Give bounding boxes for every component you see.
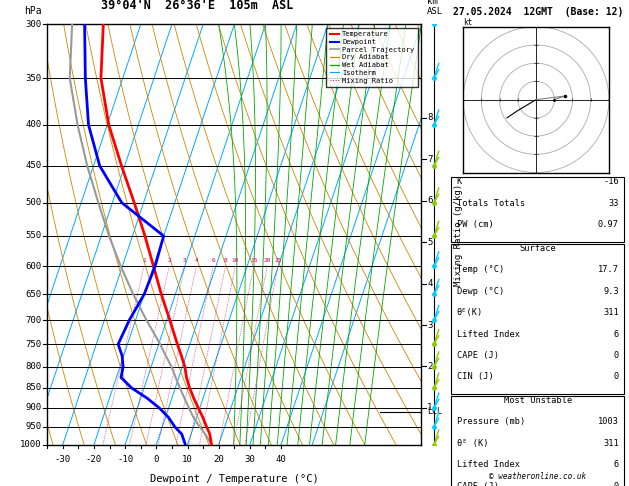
Text: 6: 6 — [427, 196, 432, 205]
Text: 5: 5 — [427, 238, 432, 247]
Text: θᴱ (K): θᴱ (K) — [457, 439, 488, 448]
Text: 2: 2 — [427, 362, 432, 371]
Text: 0: 0 — [153, 455, 159, 464]
Text: 450: 450 — [25, 161, 42, 171]
Text: 650: 650 — [25, 290, 42, 299]
Text: 900: 900 — [25, 403, 42, 413]
Text: 20: 20 — [264, 258, 271, 263]
Text: 9.3: 9.3 — [603, 287, 619, 296]
Legend: Temperature, Dewpoint, Parcel Trajectory, Dry Adiabat, Wet Adiabat, Isotherm, Mi: Temperature, Dewpoint, Parcel Trajectory… — [326, 28, 418, 87]
Text: LCL: LCL — [427, 407, 442, 417]
Text: 311: 311 — [603, 439, 619, 448]
Text: 950: 950 — [25, 422, 42, 431]
Text: Lifted Index: Lifted Index — [457, 460, 520, 469]
Text: Surface: Surface — [520, 244, 556, 253]
Text: CIN (J): CIN (J) — [457, 372, 494, 382]
Text: 7: 7 — [427, 155, 432, 164]
Text: 550: 550 — [25, 231, 42, 241]
Text: 0: 0 — [613, 351, 619, 360]
Text: 8: 8 — [427, 113, 432, 122]
Text: 3: 3 — [183, 258, 187, 263]
Text: kt: kt — [463, 17, 472, 27]
Text: 750: 750 — [25, 340, 42, 349]
Text: 10: 10 — [182, 455, 193, 464]
Text: 500: 500 — [25, 198, 42, 207]
Text: 30: 30 — [245, 455, 255, 464]
Text: 400: 400 — [25, 120, 42, 129]
Text: 27.05.2024  12GMT  (Base: 12): 27.05.2024 12GMT (Base: 12) — [453, 7, 623, 17]
Text: 15: 15 — [250, 258, 257, 263]
Text: -16: -16 — [603, 177, 619, 187]
Text: 4: 4 — [194, 258, 198, 263]
Text: PW (cm): PW (cm) — [457, 220, 494, 229]
Text: Dewpoint / Temperature (°C): Dewpoint / Temperature (°C) — [150, 474, 319, 484]
Text: 39°04'N  26°36'E  105m  ASL: 39°04'N 26°36'E 105m ASL — [101, 0, 293, 12]
Text: 8: 8 — [223, 258, 227, 263]
Text: 17.7: 17.7 — [598, 265, 619, 275]
Text: 1000: 1000 — [20, 440, 42, 449]
Text: 800: 800 — [25, 362, 42, 371]
Text: 850: 850 — [25, 383, 42, 392]
Text: 0: 0 — [613, 482, 619, 486]
Text: -30: -30 — [55, 455, 71, 464]
Text: Lifted Index: Lifted Index — [457, 330, 520, 339]
Text: 33: 33 — [608, 199, 619, 208]
Text: 4: 4 — [427, 279, 432, 288]
Text: Totals Totals: Totals Totals — [457, 199, 525, 208]
Text: 1003: 1003 — [598, 417, 619, 427]
Text: 1: 1 — [142, 258, 146, 263]
Text: Mixing Ratio (g/kg): Mixing Ratio (g/kg) — [454, 183, 464, 286]
Text: 0.97: 0.97 — [598, 220, 619, 229]
Text: 311: 311 — [603, 308, 619, 317]
Text: 700: 700 — [25, 315, 42, 325]
Text: 3: 3 — [427, 321, 432, 330]
Text: 2: 2 — [167, 258, 171, 263]
Text: km
ASL: km ASL — [427, 0, 443, 16]
Text: 6: 6 — [211, 258, 215, 263]
Text: 25: 25 — [274, 258, 282, 263]
Text: Temp (°C): Temp (°C) — [457, 265, 504, 275]
Text: 0: 0 — [613, 372, 619, 382]
Text: Most Unstable: Most Unstable — [504, 396, 572, 405]
Text: 40: 40 — [276, 455, 286, 464]
Text: CAPE (J): CAPE (J) — [457, 351, 499, 360]
Text: -20: -20 — [86, 455, 102, 464]
Text: θᴱ(K): θᴱ(K) — [457, 308, 483, 317]
Text: Pressure (mb): Pressure (mb) — [457, 417, 525, 427]
Text: 20: 20 — [213, 455, 224, 464]
Text: © weatheronline.co.uk: © weatheronline.co.uk — [489, 472, 586, 481]
Text: 300: 300 — [25, 20, 42, 29]
Text: hPa: hPa — [24, 6, 42, 16]
Text: 6: 6 — [613, 460, 619, 469]
Text: Dewp (°C): Dewp (°C) — [457, 287, 504, 296]
Text: CAPE (J): CAPE (J) — [457, 482, 499, 486]
Text: 10: 10 — [231, 258, 239, 263]
Text: 6: 6 — [613, 330, 619, 339]
Text: 600: 600 — [25, 262, 42, 271]
Text: -10: -10 — [117, 455, 133, 464]
Text: K: K — [457, 177, 462, 187]
Text: 1: 1 — [427, 403, 432, 412]
Text: 350: 350 — [25, 73, 42, 83]
